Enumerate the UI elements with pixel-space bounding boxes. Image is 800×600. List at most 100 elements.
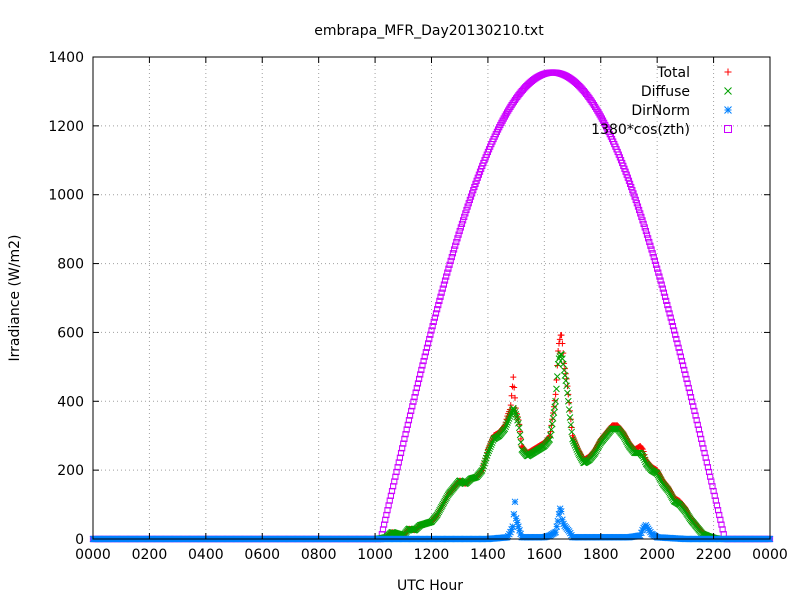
cos-zenith-point: [447, 257, 454, 265]
dirnorm-point: [517, 530, 524, 538]
dirnorm-point: [566, 529, 574, 537]
cos-zenith-point: [673, 335, 680, 343]
dirnorm-point: [636, 532, 644, 539]
dirnorm-point: [559, 516, 566, 524]
cos-zenith-point: [685, 384, 692, 392]
cos-zenith-point: [674, 340, 681, 347]
cos-zenith-point: [415, 375, 423, 383]
diffuse-point: [564, 389, 571, 397]
cos-zenith-point: [665, 306, 672, 313]
diffuse-point: [515, 424, 523, 432]
diffuse-point: [561, 372, 569, 379]
diffuse-point: [484, 449, 492, 457]
cos-zenith-point: [664, 301, 671, 309]
dirnorm-point: [638, 529, 645, 537]
total-point: [558, 332, 565, 339]
cos-zenith-point: [466, 196, 473, 204]
cos-zenith-point: [651, 257, 659, 265]
cos-zenith-point: [628, 183, 635, 191]
cos-zenith-point: [413, 384, 420, 392]
diffuse-point: [553, 373, 561, 380]
cos-zenith-point: [437, 293, 444, 300]
diffuse-point: [565, 406, 573, 413]
diffuse-point: [511, 408, 519, 416]
cos-zenith-point: [640, 220, 647, 227]
cos-zenith-point: [693, 417, 700, 424]
diffuse-point: [559, 360, 567, 368]
dirnorm-point: [506, 530, 513, 538]
chart-title: embrapa_MFR_Day20130210.txt: [314, 23, 544, 39]
cos-zenith-point: [411, 394, 418, 401]
diffuse-point: [516, 431, 524, 439]
x-tick-label: 1400: [470, 547, 506, 563]
cos-zenith-point: [691, 407, 698, 415]
diffuse-point: [549, 414, 557, 422]
cos-zenith-point: [637, 210, 644, 217]
cos-zenith-point: [659, 285, 666, 292]
cos-zenith-point: [683, 375, 690, 383]
diffuse-point: [571, 442, 579, 449]
cos-zenith-point: [645, 235, 652, 242]
cos-zenith-point: [469, 190, 476, 197]
cos-zenith-point: [434, 306, 441, 313]
legend-marker: [724, 106, 732, 114]
cos-zenith-point: [647, 242, 654, 249]
cos-zenith-point: [436, 297, 443, 305]
total-point: [510, 374, 517, 381]
diffuse-point: [506, 413, 514, 420]
cos-zenith-point: [639, 217, 646, 224]
diffuse-point: [552, 397, 559, 405]
dirnorm-point: [510, 510, 518, 518]
dirnorm-point: [507, 528, 514, 536]
x-axis-label: UTC Hour: [397, 578, 463, 594]
dirnorm-point: [556, 505, 564, 513]
cos-zenith-point: [446, 261, 453, 268]
cos-zenith-point: [445, 265, 452, 272]
x-tick-label: 0200: [132, 547, 168, 563]
dirnorm-point: [553, 523, 561, 530]
diffuse-point: [547, 432, 554, 439]
diffuse-point: [487, 443, 494, 451]
x-tick-label: 1800: [583, 547, 619, 563]
diffuse-point: [546, 436, 554, 443]
y-tick-label: 600: [57, 325, 84, 341]
cos-zenith-point: [661, 293, 669, 300]
x-tick-label: 0000: [752, 547, 788, 563]
cos-zenith-point: [443, 273, 450, 280]
dirnorm-point: [508, 526, 515, 533]
cos-zenith-point: [698, 435, 705, 442]
legend-label: Diffuse: [641, 84, 690, 100]
cos-zenith-point: [431, 314, 438, 321]
cos-zenith-point: [405, 417, 413, 424]
diffuse-point: [639, 452, 647, 460]
cos-zenith-point: [638, 213, 645, 220]
cos-zenith-point: [643, 231, 651, 238]
y-tick-label: 1400: [48, 50, 84, 66]
cos-zenith-point: [682, 371, 689, 378]
y-tick-label: 1200: [48, 119, 84, 135]
diffuse-point: [570, 439, 578, 447]
diffuse-point: [548, 420, 556, 428]
diffuse-point: [548, 426, 555, 434]
cos-zenith-point: [400, 440, 407, 447]
cos-zenith-point: [630, 190, 637, 197]
diffuse-point: [504, 417, 512, 424]
dirnorm-point: [515, 523, 522, 530]
cos-zenith-point: [650, 253, 657, 261]
cos-zenith-point: [455, 231, 462, 238]
cos-zenith-point: [408, 407, 415, 415]
cos-zenith-point: [677, 353, 684, 360]
cos-zenith-point: [660, 289, 668, 296]
cos-zenith-point: [406, 412, 414, 419]
cos-zenith-point: [454, 235, 461, 242]
cos-zenith-point: [684, 380, 691, 387]
legend-marker: [724, 125, 732, 133]
x-tick-label: 1200: [414, 547, 450, 563]
diffuse-point: [560, 366, 568, 374]
legend-label: 1380*cos(zth): [591, 122, 690, 138]
cos-zenith-point: [404, 421, 411, 428]
cos-zenith-point: [656, 273, 663, 280]
total-point: [511, 394, 518, 401]
total-point: [552, 391, 559, 398]
diffuse-point: [487, 441, 495, 449]
